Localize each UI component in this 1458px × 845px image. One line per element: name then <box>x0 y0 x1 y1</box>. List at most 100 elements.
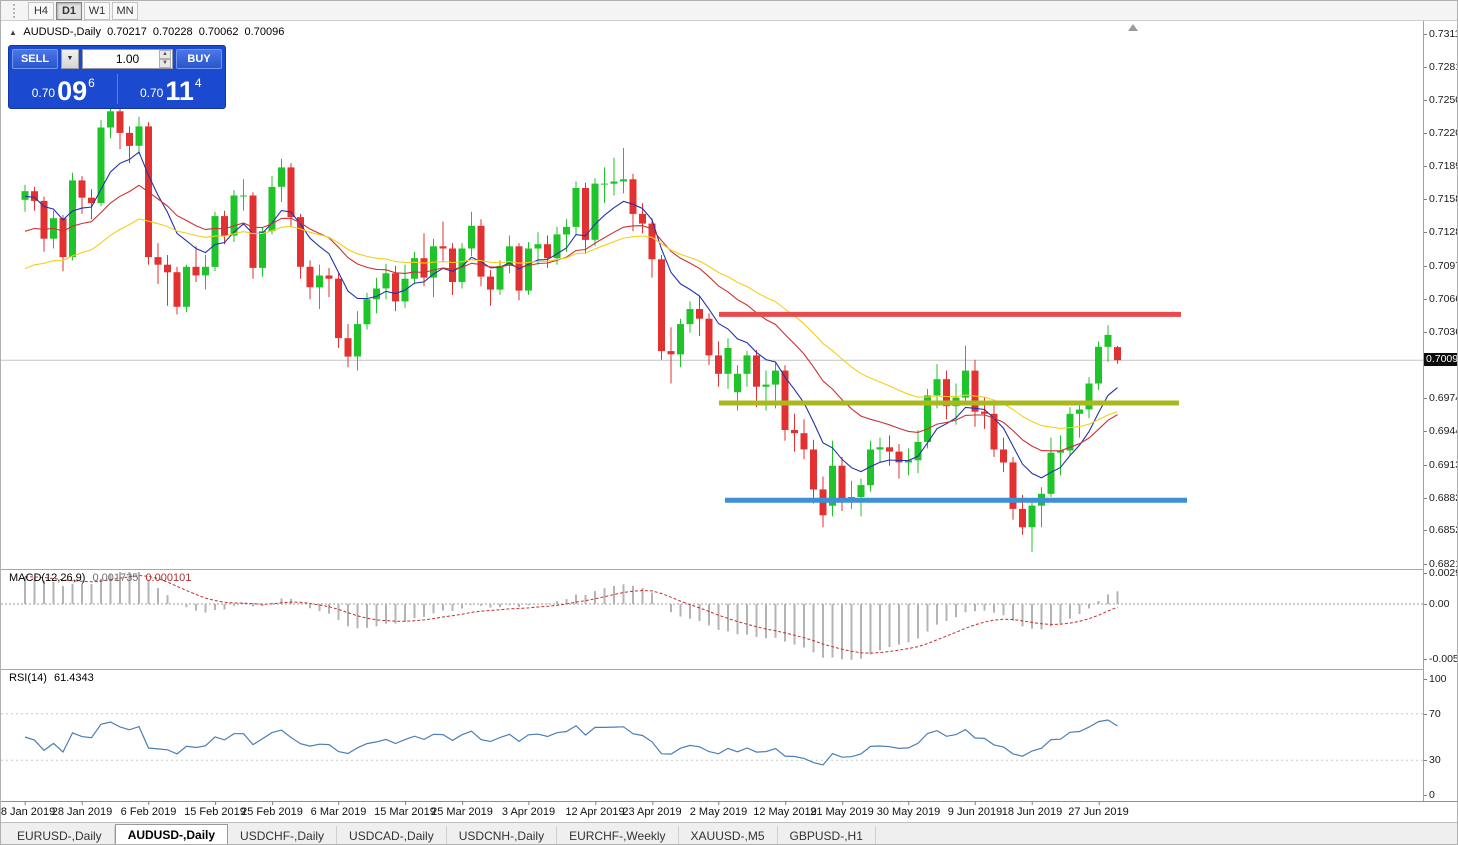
chart-tab-usdcad[interactable]: USDCAD-,Daily <box>337 826 447 844</box>
price-tick: 0.68520 <box>1424 524 1457 536</box>
rsi-tick: 70 <box>1424 707 1441 720</box>
pane-separator[interactable] <box>1 669 1457 670</box>
chart-header: ▲ AUDUSD-,Daily 0.70217 0.70228 0.70062 … <box>9 26 287 38</box>
one-click-trading-panel: SELL ▼ 1.00 ▲ ▼ BUY 0.70 09 6 0.70 11 4 <box>8 45 226 109</box>
volume-spinner: ▲ ▼ <box>159 50 171 68</box>
sell-button[interactable]: SELL <box>12 49 58 69</box>
sell-price-prefix: 0.70 <box>31 86 56 100</box>
timeframe-button-w1[interactable]: W1 <box>84 1 110 20</box>
chart-tab-eurusd[interactable]: EURUSD-,Daily <box>5 826 115 844</box>
macd-name: MACD(12,26,9) <box>9 572 86 584</box>
price-tick: 0.69745 <box>1424 392 1457 404</box>
price-divider <box>116 74 118 104</box>
macd-main-value: 0.001735 <box>92 572 139 584</box>
date-label: 25 Mar 2019 <box>431 802 493 818</box>
date-label: 15 Feb 2019 <box>184 802 246 818</box>
timeframe-button-d1[interactable]: D1 <box>56 1 82 20</box>
macd-signal-value: 0.000101 <box>145 572 192 584</box>
macd-signal-line <box>24 574 1118 654</box>
ohlc-open: 0.70217 <box>107 26 147 38</box>
date-label: 6 Feb 2019 <box>120 802 177 818</box>
panel-collapse-icon[interactable]: ▲ <box>9 28 17 37</box>
price-scale[interactable]: 0.70096 0.73115 0.72810 0.72505 0.72200 0.71… <box>1423 21 1458 801</box>
price-tick: 0.70360 <box>1424 326 1457 338</box>
macd-tick: 0.00 <box>1423 598 1450 610</box>
price-tick: 0.68825 <box>1424 492 1457 504</box>
date-label: 3 Apr 2019 <box>501 802 556 818</box>
price-tick: 0.68210 <box>1424 558 1457 570</box>
date-label: 30 May 2019 <box>876 802 941 818</box>
date-label: 28 Jan 2019 <box>51 802 113 818</box>
chart-symbol-label: AUDUSD-,Daily <box>23 26 101 38</box>
buy-price-pip: 4 <box>194 76 202 90</box>
price-tick: 0.72810 <box>1424 61 1457 73</box>
chart-tab-eurchf[interactable]: EURCHF-,Weekly <box>557 826 679 844</box>
timeframe-button-h4[interactable]: H4 <box>28 1 54 20</box>
date-axis[interactable]: 18 Jan 2019 28 Jan 2019 6 Feb 2019 15 Feb 2… <box>1 801 1457 822</box>
chart-tab-usdchf[interactable]: USDCHF-,Daily <box>228 826 338 844</box>
date-label: 18 Jun 2019 <box>1001 802 1063 818</box>
chart-tab-gbpusd[interactable]: GBPUSD-,H1 <box>778 826 876 844</box>
buy-price-big: 11 <box>165 76 194 106</box>
price-tick: 0.70970 <box>1424 260 1457 272</box>
chart-tab-bar: EURUSD-,Daily AUDUSD-,Daily USDCHF-,Daily U… <box>1 822 1457 844</box>
macd-tick: -0.00525 <box>1423 653 1457 665</box>
volume-spin-up-icon[interactable]: ▲ <box>159 50 171 59</box>
macd-label: MACD(12,26,9) 0.001735 0.000101 <box>9 572 195 584</box>
chart-tab-xauusd[interactable]: XAUUSD-,M5 <box>679 826 778 844</box>
sell-price-pip: 6 <box>88 76 95 90</box>
rsi-indicator-pane[interactable] <box>1 670 1423 801</box>
date-label: 12 Apr 2019 <box>565 802 625 818</box>
rsi-label: RSI(14) 61.4343 <box>9 672 98 684</box>
date-label: 18 Jan 2019 <box>1 802 55 818</box>
volume-input[interactable]: 1.00 ▲ ▼ <box>82 49 173 69</box>
volume-decrease-button[interactable]: ▼ <box>61 49 79 69</box>
price-tick: 0.70665 <box>1424 293 1457 305</box>
ma-slow <box>24 218 1118 430</box>
date-label: 12 May 2019 <box>753 802 817 818</box>
price-tick: 0.69440 <box>1424 425 1457 437</box>
ohlc-close: 0.70096 <box>244 26 285 38</box>
ma-medium <box>24 184 1118 452</box>
price-tick: 0.73115 <box>1423 28 1457 40</box>
date-label: 27 Jun 2019 <box>1068 802 1129 818</box>
price-tick: 0.72200 <box>1424 127 1457 139</box>
main-price-chart[interactable] <box>1 21 1423 569</box>
chart-shift-marker[interactable] <box>1128 24 1138 31</box>
chart-tab-audusd[interactable]: AUDUSD-,Daily <box>114 824 229 844</box>
date-label: 23 Apr 2019 <box>622 802 682 818</box>
rsi-name: RSI(14) <box>9 672 47 684</box>
date-label: 2 May 2019 <box>689 802 748 818</box>
current-price-box: 0.70096 <box>1424 353 1458 367</box>
buy-price-prefix: 0.70 <box>139 86 164 100</box>
timeframe-button-mn[interactable]: MN <box>112 1 138 20</box>
price-tick: 0.71895 <box>1424 160 1457 172</box>
sell-price-display[interactable]: 0.70 09 6 <box>12 72 115 106</box>
date-label: 15 Mar 2019 <box>374 802 436 818</box>
macd-histogram <box>24 572 1119 660</box>
rsi-tick: 100 <box>1424 673 1447 685</box>
candles <box>21 102 1121 553</box>
date-label: 25 Feb 2019 <box>241 802 303 818</box>
buy-price-display[interactable]: 0.70 11 4 <box>120 72 223 106</box>
pane-separator[interactable] <box>1 569 1457 570</box>
date-label: 6 Mar 2019 <box>310 802 367 818</box>
buy-button[interactable]: BUY <box>176 49 222 69</box>
volume-spin-down-icon[interactable]: ▼ <box>159 59 171 68</box>
chart-tab-usdcnh[interactable]: USDCNH-,Daily <box>447 826 558 844</box>
volume-value: 1.00 <box>115 52 140 66</box>
ma-fast <box>24 151 1118 479</box>
rsi-tick: 30 <box>1424 754 1441 767</box>
toolbar-drag-handle[interactable] <box>13 3 18 18</box>
rsi-value: 61.4343 <box>53 672 94 684</box>
price-tick: 0.71585 <box>1424 193 1457 205</box>
price-tick: 0.71280 <box>1424 226 1457 238</box>
rsi-line <box>24 719 1118 766</box>
sell-price-big: 09 <box>57 76 88 106</box>
price-tick: 0.69130 <box>1424 459 1457 471</box>
ohlc-high: 0.70228 <box>152 26 193 38</box>
macd-indicator-pane[interactable] <box>1 570 1423 669</box>
date-label: 21 May 2019 <box>810 802 874 818</box>
rsi-tick: 0 <box>1424 789 1435 801</box>
